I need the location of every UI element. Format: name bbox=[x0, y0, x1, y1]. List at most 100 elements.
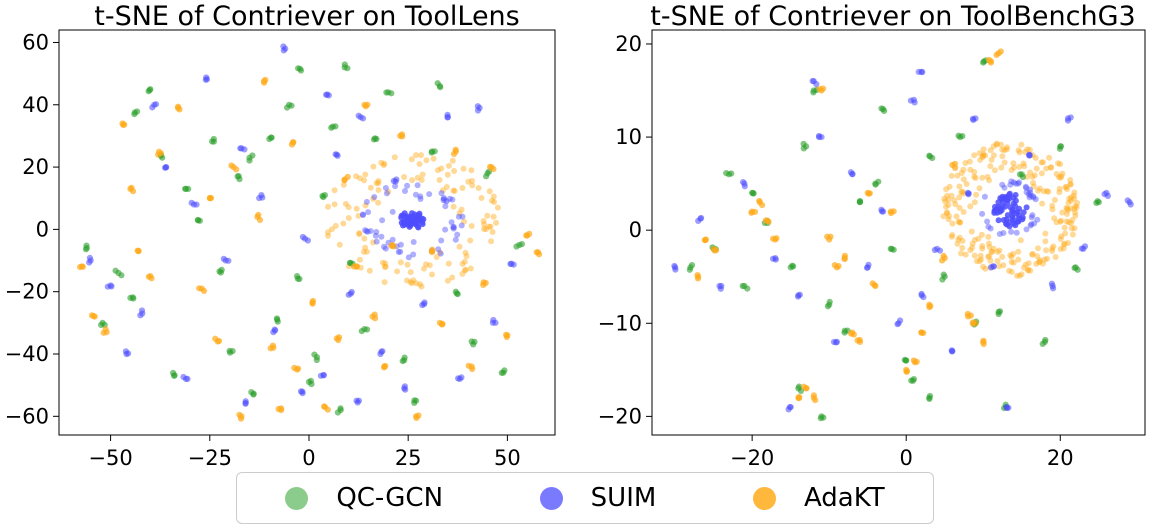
AdaKT-ring-point bbox=[1026, 146, 1033, 153]
point-suim bbox=[444, 111, 451, 118]
SUIM-ring-point bbox=[362, 227, 369, 234]
point-qc-gcn bbox=[800, 140, 807, 147]
AdaKT-ring-point bbox=[998, 141, 1004, 148]
AdaKT-ring-point bbox=[1015, 248, 1022, 255]
point-adakt bbox=[800, 383, 808, 390]
point-adakt bbox=[121, 121, 128, 128]
point-adakt bbox=[748, 209, 755, 216]
AdaKT-ring-point bbox=[988, 248, 995, 255]
AdaKT-ring-point bbox=[1040, 188, 1047, 195]
AdaKT-ring-point bbox=[449, 157, 456, 164]
x-axis: −50 −25 0 25 50 bbox=[88, 435, 521, 470]
SUIM-ring-point bbox=[996, 231, 1003, 237]
AdaKT-ring-point bbox=[1016, 272, 1023, 279]
AdaKT-ring-point bbox=[1017, 237, 1024, 244]
point-qc-gcn bbox=[210, 138, 217, 145]
AdaKT-ring-point bbox=[370, 195, 377, 202]
SUIM-ring-point bbox=[389, 208, 396, 215]
point-qc-gcn bbox=[744, 285, 751, 292]
AdaKT-ring-point bbox=[366, 267, 373, 274]
AdaKT-ring-point bbox=[979, 154, 986, 160]
point-adakt bbox=[490, 166, 497, 173]
AdaKT-ring-point bbox=[391, 154, 398, 161]
x-tick-label: 0 bbox=[900, 446, 913, 470]
AdaKT-ring-point bbox=[967, 203, 974, 210]
point-suim bbox=[1101, 191, 1108, 198]
point-suim bbox=[716, 282, 723, 290]
AdaKT-ring-point bbox=[1072, 203, 1079, 210]
AdaKT-ring-point bbox=[336, 241, 343, 248]
AdaKT-ring-point bbox=[342, 200, 349, 207]
AdaKT-ring-point bbox=[1029, 173, 1036, 180]
AdaKT-ring-point bbox=[1060, 241, 1067, 248]
SUIM-core-point bbox=[420, 216, 427, 223]
SUIM-core-point bbox=[1012, 192, 1019, 198]
AdaKT-ring-point bbox=[1062, 184, 1069, 191]
SUIM-ring-point bbox=[426, 191, 433, 198]
SUIM-ring-point bbox=[1012, 180, 1019, 187]
AdaKT-ring-point bbox=[971, 199, 978, 206]
AdaKT-ring-point bbox=[1065, 219, 1072, 226]
point-suim bbox=[122, 348, 129, 355]
point-qc-gcn bbox=[872, 181, 879, 188]
point-suim bbox=[1050, 285, 1057, 292]
SUIM-ring-point bbox=[458, 222, 465, 229]
point-qc-gcn bbox=[789, 262, 796, 269]
point-adakt bbox=[903, 368, 911, 375]
AdaKT-ring-point bbox=[960, 209, 967, 215]
point-adakt bbox=[228, 162, 235, 169]
AdaKT-ring-point bbox=[1042, 238, 1049, 245]
AdaKT-ring-point bbox=[972, 175, 979, 181]
AdaKT-ring-point bbox=[449, 274, 456, 281]
point-suim bbox=[242, 398, 249, 405]
AdaKT-ring-point bbox=[434, 167, 441, 174]
AdaKT-ring-point bbox=[980, 152, 987, 159]
point-qc-gcn bbox=[313, 356, 320, 364]
AdaKT-ring-point bbox=[345, 204, 352, 211]
point-adakt bbox=[952, 164, 959, 171]
point-suim bbox=[918, 290, 925, 297]
AdaKT-ring-point bbox=[1014, 272, 1020, 279]
AdaKT-ring-point bbox=[1067, 177, 1074, 183]
AdaKT-ring-point bbox=[996, 263, 1003, 270]
point-qc-gcn bbox=[513, 243, 520, 250]
y-tick-label: 40 bbox=[22, 93, 49, 117]
AdaKT-ring-point bbox=[956, 234, 963, 241]
AdaKT-ring-point bbox=[1068, 197, 1074, 204]
point-qc-gcn bbox=[959, 133, 966, 140]
SUIM-ring-point bbox=[382, 185, 389, 191]
AdaKT-ring-point bbox=[948, 233, 955, 240]
AdaKT-ring-point bbox=[986, 253, 993, 260]
point-adakt bbox=[176, 106, 183, 113]
SUIM-ring-point bbox=[410, 251, 417, 258]
AdaKT-ring-point bbox=[1061, 224, 1068, 231]
point-adakt bbox=[865, 190, 872, 197]
AdaKT-ring-point bbox=[461, 218, 467, 225]
point-adakt bbox=[429, 246, 436, 253]
AdaKT-ring-point bbox=[999, 253, 1006, 260]
AdaKT-ring-point bbox=[491, 199, 498, 205]
SUIM-ring-point bbox=[450, 225, 457, 232]
point-qc-gcn bbox=[217, 269, 224, 276]
SUIM-ring-point bbox=[452, 236, 459, 243]
y-axis: −60 −40 −20 0 20 40 60 bbox=[5, 30, 59, 428]
point-adakt bbox=[267, 345, 274, 352]
point-qc-gcn bbox=[250, 390, 257, 397]
AdaKT-ring-point bbox=[445, 162, 452, 169]
point-adakt bbox=[810, 392, 818, 399]
AdaKT-ring-point bbox=[1049, 206, 1056, 213]
AdaKT-ring-point bbox=[408, 156, 415, 163]
AdaKT-ring-point bbox=[948, 172, 955, 179]
AdaKT-ring-point bbox=[982, 152, 989, 159]
SUIM-core-point bbox=[415, 212, 422, 219]
point-qc-gcn bbox=[130, 295, 137, 302]
y-tick-label: 60 bbox=[22, 30, 49, 54]
y-tick-label: 10 bbox=[615, 125, 642, 149]
point-suim bbox=[86, 259, 93, 266]
point-suim bbox=[1064, 117, 1072, 124]
AdaKT-ring-point bbox=[382, 263, 389, 270]
AdaKT-ring-point bbox=[959, 237, 966, 244]
point-qc-gcn bbox=[1016, 171, 1024, 178]
legend-item-suim: SUIM bbox=[539, 483, 656, 513]
AdaKT-ring-point bbox=[419, 171, 426, 178]
